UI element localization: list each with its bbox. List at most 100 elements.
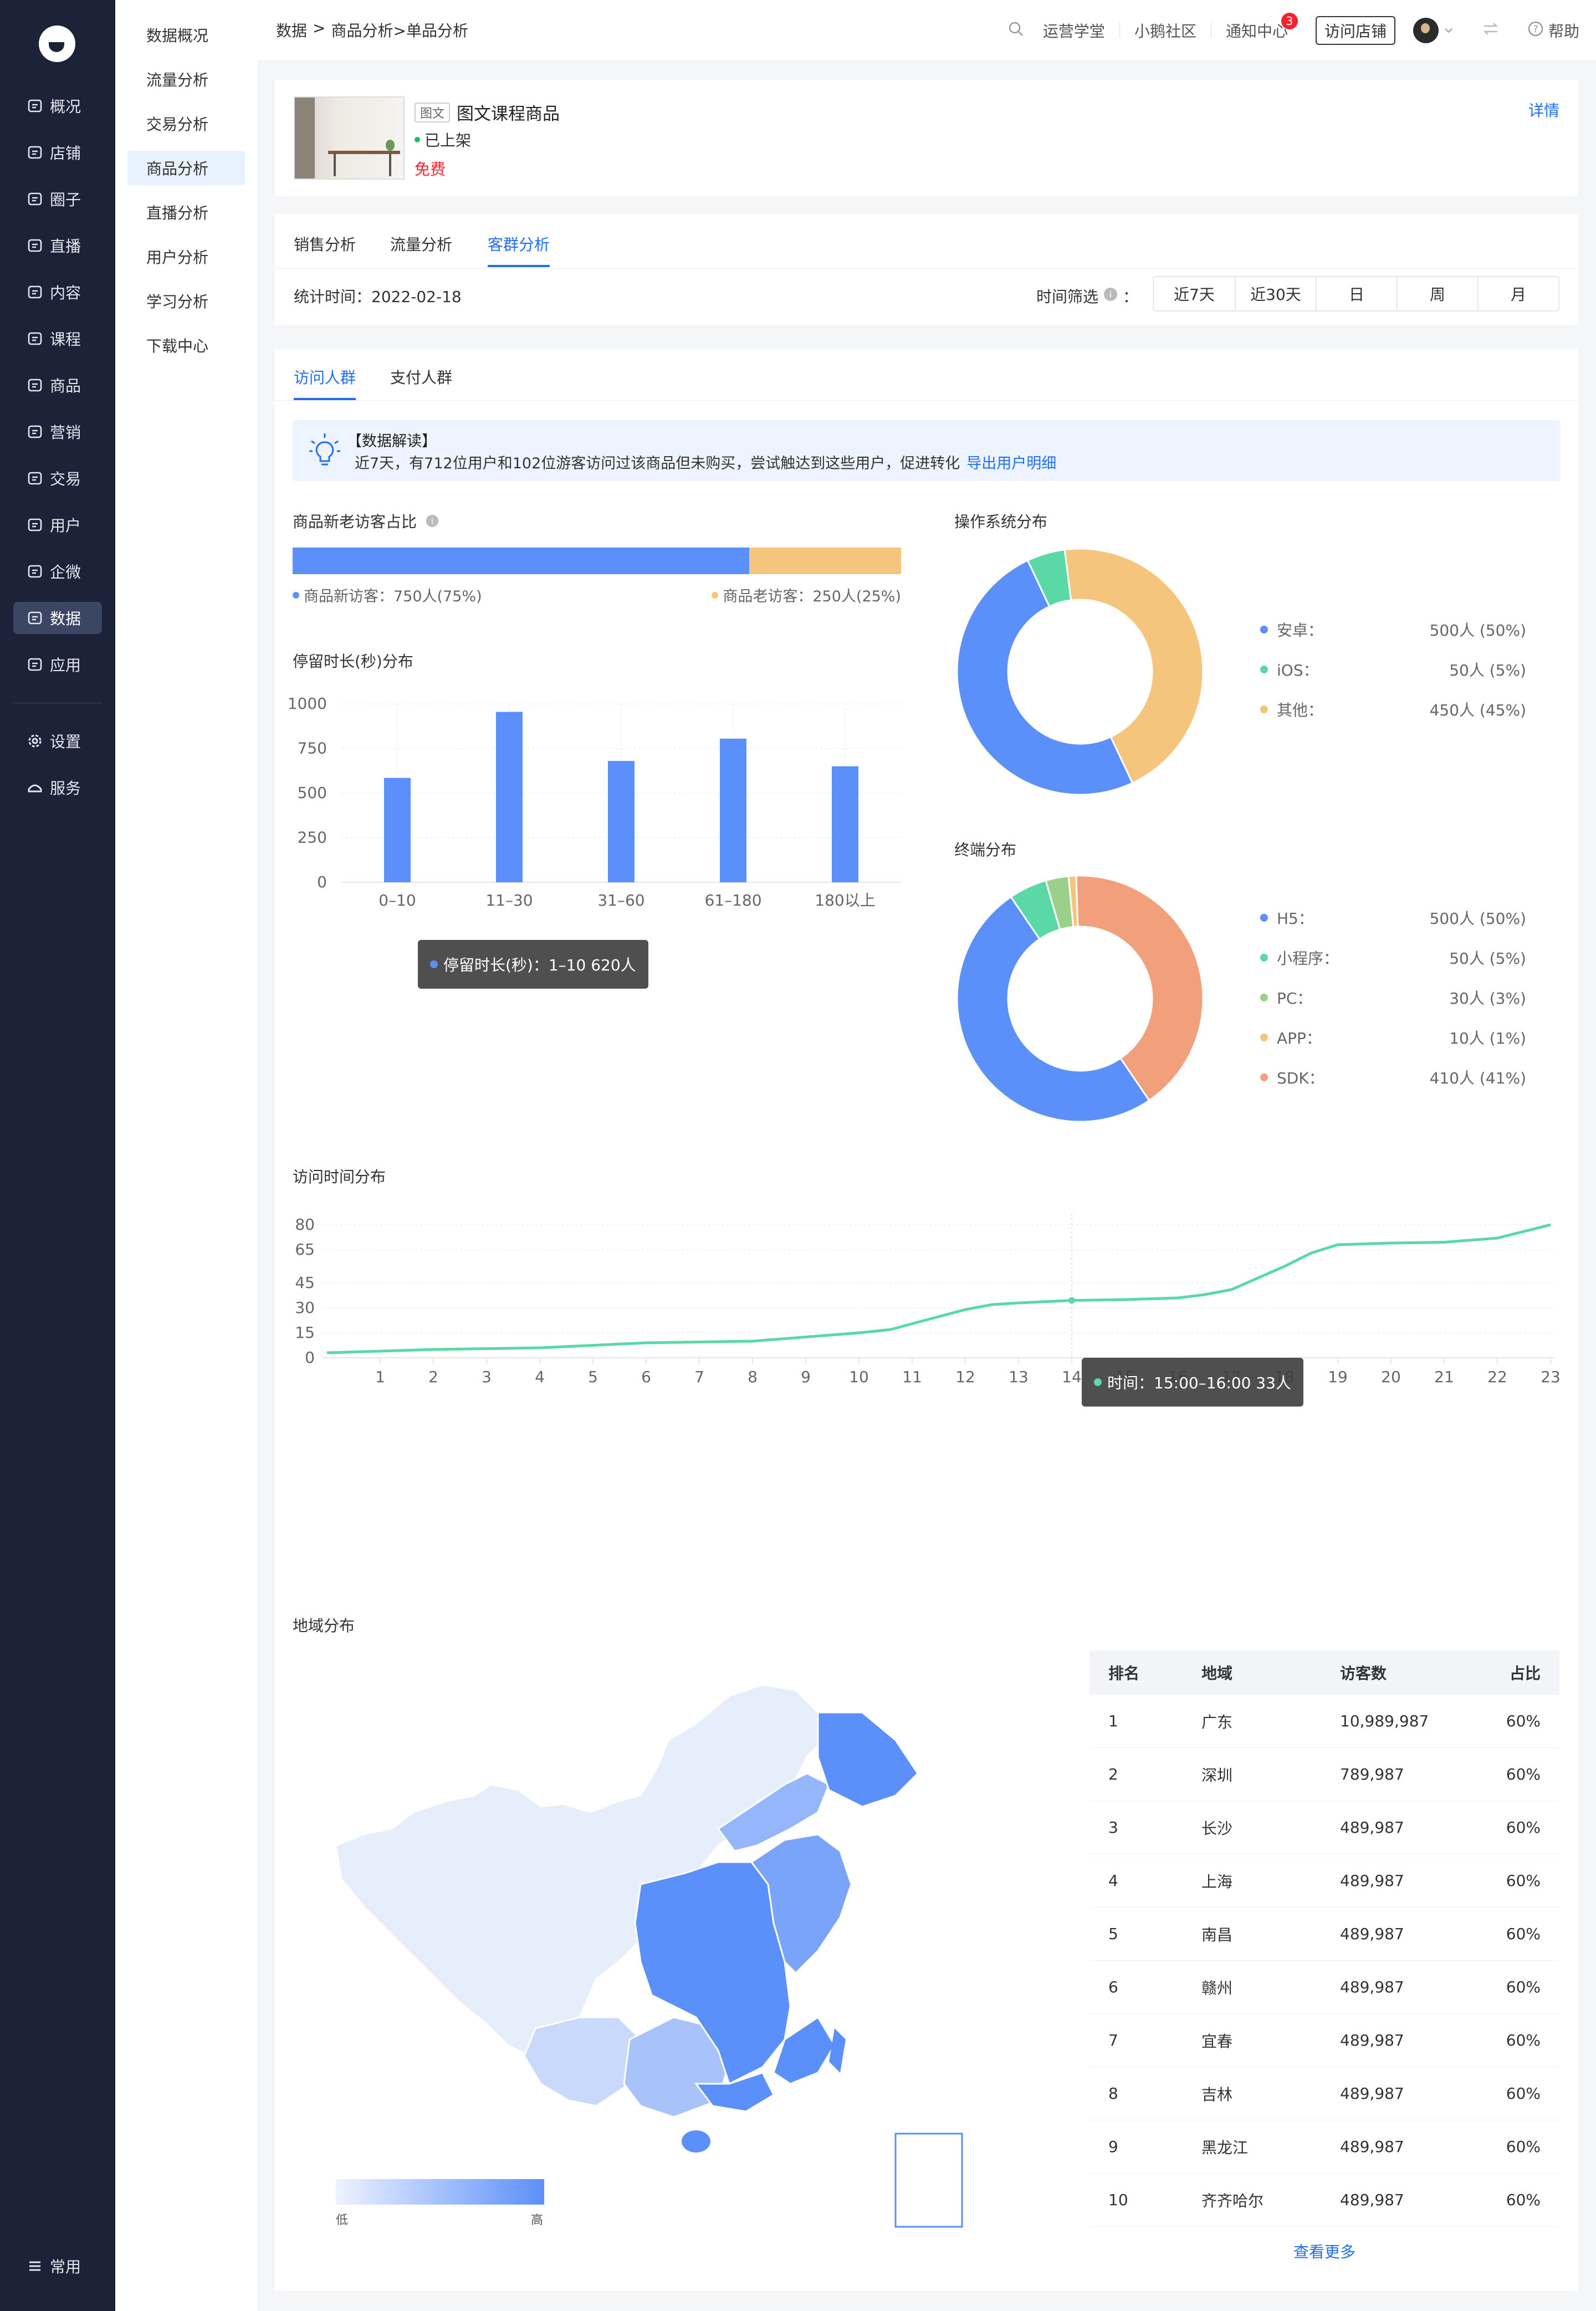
tab-payers[interactable]: 支付人群 [390,369,453,387]
x-tick-label: 5 [588,1368,598,1386]
detail-link[interactable]: 详情 [1528,101,1559,120]
switch-icon[interactable] [1482,21,1500,41]
subnav-item-7[interactable]: 下载中心 [146,337,209,355]
sidebar-item-5[interactable]: 课程 [13,323,102,355]
old-visitor-segment[interactable] [749,548,901,574]
donut-slice[interactable] [1075,875,1204,1102]
sidebar-item-1[interactable]: 店铺 [13,136,102,168]
sidebar-item-2[interactable]: 圈子 [13,183,102,215]
help-link[interactable]: 帮助 [1548,22,1579,40]
range-week[interactable]: 周 [1396,277,1477,310]
table-row[interactable]: 5 南昌 489,987 60% [1089,1908,1559,1961]
tab-visitors[interactable]: 访问人群 [294,366,356,400]
sidebar-item-service[interactable]: 服务 [13,771,102,804]
product-card: 图文 图文课程商品 已上架 免费 详情 [275,80,1578,196]
sidebar-item-11[interactable]: 数据 [13,602,102,634]
table-cell: 60% [1506,2084,1541,2103]
table-row[interactable]: 4 上海 489,987 60% [1089,1854,1559,1908]
map-legend-low: 低 [336,2213,349,2227]
y-tick-label: 0 [317,873,327,891]
app-logo[interactable] [39,25,75,62]
subnav-item-4[interactable]: 直播分析 [146,204,209,222]
map-region-southwest[interactable] [523,2016,642,2107]
visit-time-line[interactable] [326,1223,1551,1354]
table-row[interactable]: 3 长沙 489,987 60% [1089,1801,1559,1854]
sidebar-item-8[interactable]: 交易 [13,462,102,494]
map-region-guangdong[interactable] [694,2072,775,2113]
sidebar-item-6[interactable]: 商品 [13,369,102,401]
breadcrumb-current: >单品分析 [393,22,468,40]
range-30d[interactable]: 近30天 [1235,277,1316,310]
table-row[interactable]: 8 吉林 489,987 60% [1089,2067,1559,2120]
dwell-bar[interactable] [608,761,635,882]
sidebar-item-label: 数据 [50,610,81,628]
info-icon[interactable]: i [1103,287,1118,306]
donut-slice[interactable] [1063,548,1204,784]
table-row[interactable]: 7 宜春 489,987 60% [1089,2014,1559,2067]
view-more-link[interactable]: 查看更多 [1293,2243,1355,2261]
dwell-bar[interactable] [384,778,411,882]
hover-point[interactable] [1068,1297,1075,1304]
map-region-east[interactable] [750,1833,852,1975]
sidebar-item-7[interactable]: 营销 [13,416,102,448]
info-icon[interactable]: i [425,514,439,532]
range-7d[interactable]: 近7天 [1174,285,1215,304]
search-icon[interactable] [1007,21,1024,41]
breadcrumb-item[interactable]: 数据 [276,22,308,40]
visit-store-button[interactable]: 访问店铺 [1315,16,1395,45]
avatar[interactable] [1413,18,1439,43]
sidebar-item-9[interactable]: 用户 [13,509,102,541]
dwell-bar[interactable] [832,766,858,882]
table-row[interactable]: 1 广东 10,989,987 60% [1089,1695,1559,1748]
map-region-northeast-coast[interactable] [717,1772,830,1852]
map-region-taiwan[interactable] [829,2028,846,2073]
x-tick-label: 9 [801,1368,811,1386]
export-users-link[interactable]: 导出用户明细 [966,455,1057,472]
subnav-item-1[interactable]: 流量分析 [146,71,209,89]
breadcrumb-item[interactable]: 商品分析 [331,22,393,40]
sidebar-item-3[interactable]: 直播 [13,229,102,262]
sidebar-item-10[interactable]: 企微 [13,555,102,587]
tab-audience[interactable]: 客群分析 [488,233,550,267]
sidebar-item-0[interactable]: 概况 [13,90,102,122]
tab-sales[interactable]: 销售分析 [294,236,356,254]
map-region-northeast[interactable] [817,1711,919,1808]
subnav-item-6[interactable]: 学习分析 [146,293,209,311]
legend-item: PC： 30人 (3%) [1260,986,1526,1009]
map-region-central[interactable] [634,1861,791,2085]
table-row[interactable]: 9 黑龙江 489,987 60% [1089,2120,1559,2174]
map-region-northwest[interactable] [335,1684,825,2063]
table-cell: 1 [1108,1712,1118,1730]
y-tick-label: 30 [295,1298,315,1317]
sidebar-item-4[interactable]: 内容 [13,276,102,308]
link-notifications[interactable]: 通知中心 3 [1226,13,1298,42]
map-region-hainan[interactable] [682,2130,710,2152]
dwell-bar[interactable] [496,712,523,882]
donut-slice[interactable] [956,559,1134,796]
table-cell: 上海 [1201,1872,1233,1891]
table-row[interactable]: 6 赣州 489,987 60% [1089,1961,1559,2014]
subnav-item-5[interactable]: 用户分析 [146,248,209,267]
table-row[interactable]: 10 齐齐哈尔 489,987 60% [1089,2174,1559,2227]
donut-slice[interactable] [956,896,1150,1123]
sidebar-item-common[interactable]: 常用 [13,2250,102,2282]
link-academy[interactable]: 运营学堂 [1042,22,1105,40]
chevron-down-icon[interactable] [1443,22,1454,40]
range-day[interactable]: 日 [1316,277,1396,310]
tab-traffic[interactable]: 流量分析 [390,236,453,254]
link-community[interactable]: 小鹅社区 [1134,22,1196,40]
help-icon[interactable]: ? [1527,21,1544,41]
dwell-bar[interactable] [720,738,746,882]
subnav-item-0[interactable]: 数据概况 [146,27,209,45]
new-visitor-segment[interactable] [293,548,749,574]
sidebar-item-label: 课程 [50,330,81,349]
table-row[interactable]: 2 深圳 789,987 60% [1089,1748,1559,1801]
sidebar-item-settings[interactable]: 设置 [13,725,102,757]
visit-time-line-chart: 0153045658012345678910111213141516171819… [295,1214,1561,1386]
subnav-item-2[interactable]: 交易分析 [146,115,209,134]
subnav-item-3[interactable]: 商品分析 [127,151,245,185]
sidebar-item-12[interactable]: 应用 [13,648,102,681]
product-thumbnail[interactable] [294,96,405,180]
range-month[interactable]: 月 [1477,277,1558,310]
map-region-fujian[interactable] [773,2016,836,2085]
